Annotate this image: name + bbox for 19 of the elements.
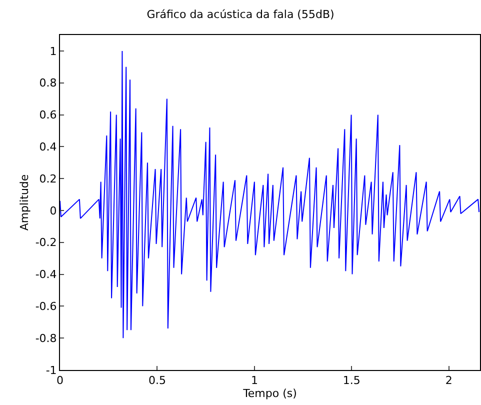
y-tick-label: 0 [50, 204, 57, 218]
x-tick-label: 0.5 [148, 374, 166, 388]
y-tick-label: 0.8 [39, 76, 57, 90]
y-tick-label: -0.8 [35, 332, 57, 345]
y-tick-label: -0.6 [35, 300, 57, 314]
y-tick-label: 0.2 [39, 172, 57, 186]
chart-title: Gráfico da acústica da fala (55dB) [146, 8, 334, 21]
y-tick-label: -0.4 [35, 268, 57, 282]
x-tick-label: 1.5 [342, 374, 360, 388]
y-tick-label: 1 [50, 44, 57, 58]
y-tick-label: 0.6 [39, 108, 57, 122]
y-tick-label: -1 [46, 364, 57, 377]
y-tick-label: 0.4 [39, 140, 57, 154]
y-tick-label: -0.2 [35, 236, 57, 250]
x-tick-label: 2 [445, 374, 452, 388]
y-axis-title: Amplitude [18, 174, 31, 231]
x-axis-title: Tempo (s) [242, 387, 297, 400]
x-tick-label: 1 [250, 374, 258, 388]
line-series [60, 50, 480, 339]
